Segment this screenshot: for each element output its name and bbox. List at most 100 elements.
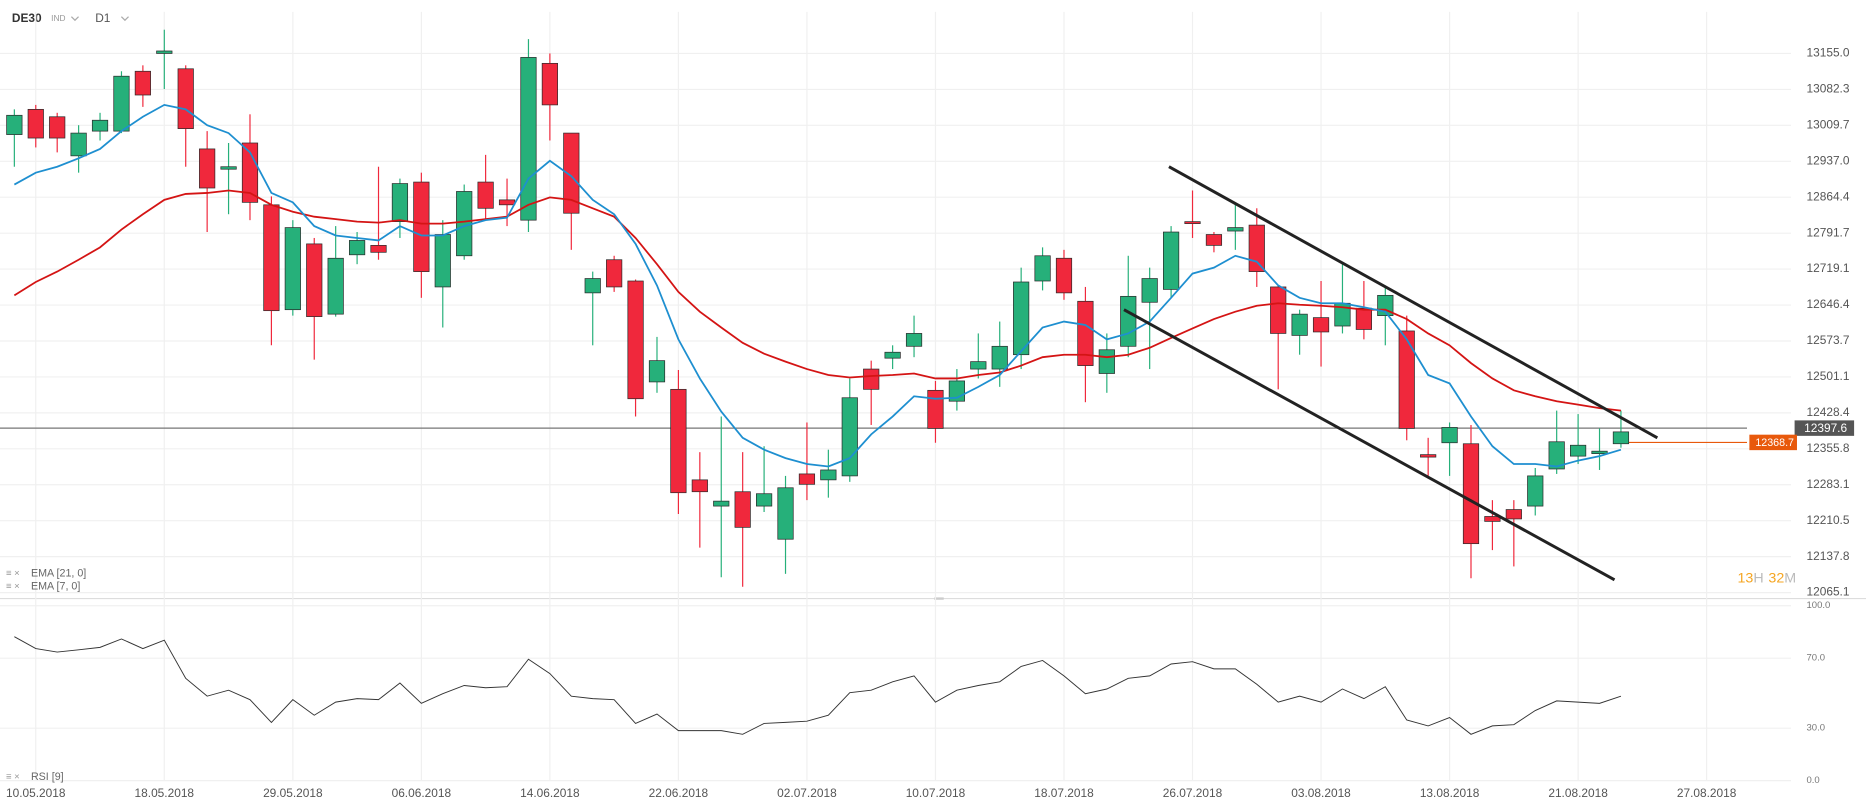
trend-line xyxy=(1168,165,1659,440)
candle-body xyxy=(1098,349,1115,374)
y-tick-label: 12501.1 xyxy=(1806,369,1849,383)
dropdown-arrow[interactable] xyxy=(70,16,79,22)
y-tick-label: 12355.8 xyxy=(1806,441,1849,455)
legend-entry: EMA [21, 0] xyxy=(31,567,86,579)
candle-body xyxy=(1355,307,1372,330)
candle-body xyxy=(348,240,366,256)
candle-body xyxy=(1420,454,1437,458)
candle-body xyxy=(370,245,387,253)
y-tick-label: 12719.1 xyxy=(1806,261,1849,275)
instrument-type: IND xyxy=(51,13,65,23)
ema-line xyxy=(13,103,1622,468)
candle-body xyxy=(1270,286,1287,334)
legend-icon: ≡ × xyxy=(6,772,20,783)
dropdown-arrow[interactable] xyxy=(120,16,129,22)
y-tick-label: 12864.4 xyxy=(1806,189,1849,203)
candle-body xyxy=(1013,281,1030,356)
timeframe[interactable]: D1 xyxy=(95,11,111,25)
x-tick-label: 06.06.2018 xyxy=(392,786,452,800)
legend-entry: EMA [7, 0] xyxy=(31,581,80,593)
y-tick-label: 12137.8 xyxy=(1806,549,1849,563)
y-tick-label: 100.0 xyxy=(1806,600,1830,611)
candle-body xyxy=(756,493,773,507)
candle-body xyxy=(1248,224,1265,272)
candle-body xyxy=(884,351,901,359)
candle-body xyxy=(156,50,173,54)
candle-body xyxy=(1077,300,1094,366)
legend-icon: ≡ × xyxy=(6,568,20,579)
x-tick-label: 02.07.2018 xyxy=(777,786,837,800)
y-tick-label: 13009.7 xyxy=(1806,117,1849,131)
candle-body xyxy=(70,132,87,157)
x-tick-label: 13.08.2018 xyxy=(1420,786,1480,800)
countdown-part: H xyxy=(1753,570,1763,586)
candle-body xyxy=(1163,231,1180,290)
price-label: 12397.6 xyxy=(1794,420,1855,436)
x-tick-label: 26.07.2018 xyxy=(1163,786,1223,800)
y-tick-label: 13082.3 xyxy=(1806,82,1849,96)
candle-body xyxy=(691,479,708,493)
candle-body xyxy=(177,68,194,129)
candle-body xyxy=(1291,313,1308,336)
candle-body xyxy=(798,473,816,485)
x-tick-label: 27.08.2018 xyxy=(1677,786,1737,800)
candle-body xyxy=(1591,450,1608,454)
y-tick-label: 12210.5 xyxy=(1806,513,1849,527)
candle-body xyxy=(91,119,109,132)
trend-line xyxy=(1123,308,1616,582)
candle-body xyxy=(1120,295,1137,347)
y-tick-label: 30.0 xyxy=(1806,723,1825,734)
candle-body xyxy=(1462,443,1480,545)
price-label-text: 12368.7 xyxy=(1755,437,1794,449)
x-tick-label: 18.07.2018 xyxy=(1034,786,1094,800)
legend-entry: RSI [9] xyxy=(31,771,64,783)
candle-body xyxy=(284,227,301,311)
candle-body xyxy=(27,108,44,139)
countdown: 13H 32M xyxy=(1737,570,1796,586)
candle-body xyxy=(49,116,66,139)
candle-body xyxy=(113,75,130,132)
candle-body xyxy=(1548,441,1565,470)
countdown-part: 32 xyxy=(1768,570,1784,586)
y-tick-label: 12646.4 xyxy=(1806,297,1849,311)
candle-body xyxy=(434,234,451,288)
y-tick-label: 0.0 xyxy=(1806,775,1819,786)
price-label-bg xyxy=(1794,420,1855,436)
candle-body xyxy=(199,148,216,189)
candle-body xyxy=(841,397,858,477)
y-tick-label: 12428.4 xyxy=(1806,405,1849,419)
candle-body xyxy=(263,204,280,312)
candle-body xyxy=(541,62,558,106)
candle-body xyxy=(1612,431,1630,445)
candle-body xyxy=(1205,234,1223,246)
legend-icon: ≡ × xyxy=(6,581,20,592)
y-tick-label: 12573.7 xyxy=(1806,333,1849,347)
pane-handle[interactable] xyxy=(934,597,944,600)
candle-body xyxy=(713,500,730,507)
candle-body xyxy=(927,389,944,429)
candle-body xyxy=(1398,330,1415,429)
x-tick-label: 10.07.2018 xyxy=(906,786,966,800)
symbol[interactable]: DE30 xyxy=(12,11,42,25)
candle-body xyxy=(134,70,151,96)
candle-body xyxy=(1570,444,1587,457)
rsi-line xyxy=(14,636,1622,735)
candle-body xyxy=(1034,255,1051,282)
candle-body xyxy=(6,114,23,135)
candle-body xyxy=(1141,278,1158,303)
candle-body xyxy=(820,469,837,481)
x-tick-label: 18.05.2018 xyxy=(135,786,195,800)
price-label-text: 12397.6 xyxy=(1804,421,1847,435)
price-label: 12368.7 xyxy=(1749,434,1797,451)
y-tick-label: 12283.1 xyxy=(1806,477,1849,491)
candle-body xyxy=(606,259,623,288)
candle-body xyxy=(670,388,687,494)
candle-body xyxy=(734,491,751,528)
x-tick-label: 10.05.2018 xyxy=(6,786,66,800)
candle-body xyxy=(498,199,516,206)
candle-body xyxy=(520,57,537,221)
candle-body xyxy=(777,487,794,540)
candle-body xyxy=(1312,317,1330,333)
y-tick-label: 70.0 xyxy=(1806,653,1825,664)
